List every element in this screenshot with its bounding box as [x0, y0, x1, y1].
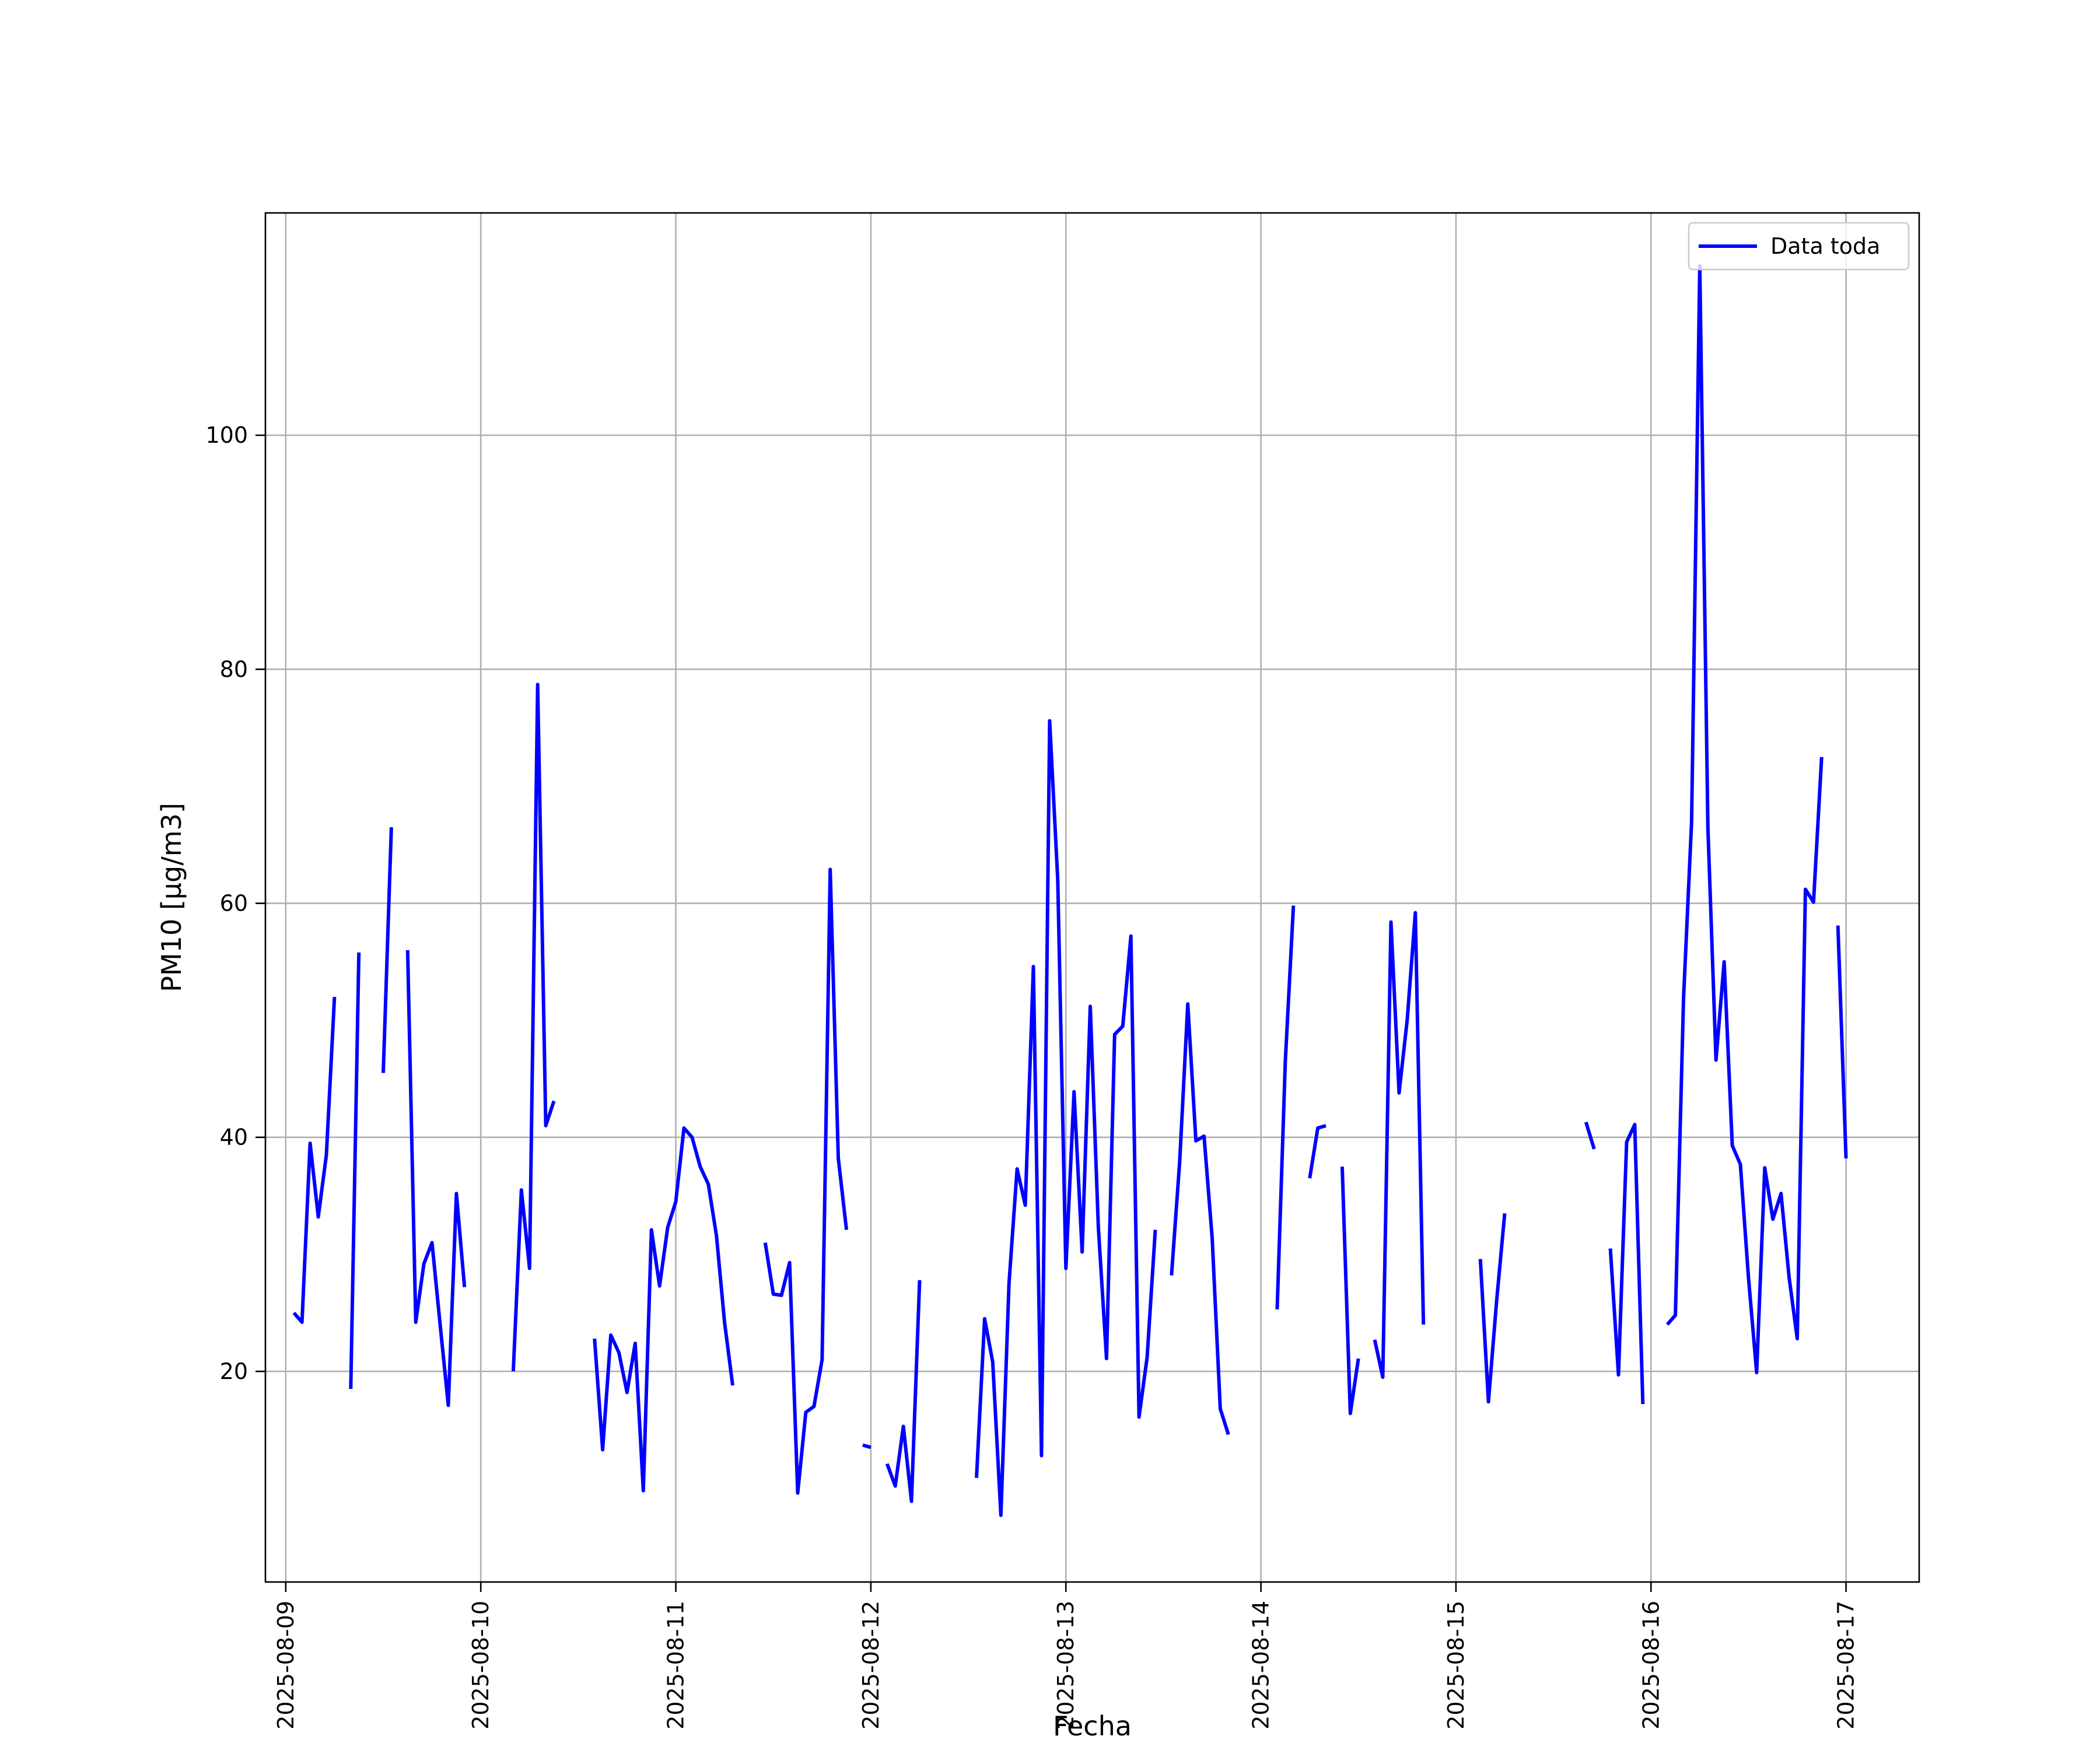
- legend-box: [1688, 222, 1910, 271]
- series-line-segment: [885, 1280, 922, 1503]
- series-line-segment: [1608, 1122, 1645, 1405]
- series-line-segment: [1584, 1121, 1596, 1150]
- x-axis-ticks: 2025-08-09 2025-08-10 2025-08-11 2025-08-12…: [273, 1582, 1859, 1730]
- y-tick-label: 100: [205, 422, 248, 448]
- x-tick-label: 2025-08-11: [663, 1601, 689, 1730]
- x-tick-label: 2025-08-09: [273, 1601, 299, 1730]
- x-tick-label: 2025-08-15: [1443, 1601, 1469, 1730]
- series-line-segment: [1340, 1166, 1360, 1416]
- series-line-segment: [1478, 1213, 1507, 1404]
- y-tick-label: 40: [220, 1125, 248, 1150]
- legend: Data toda: [1688, 222, 1910, 271]
- series-line-segment: [593, 1126, 734, 1493]
- series-line-segment: [975, 719, 1157, 1517]
- series-line-segment: [382, 827, 393, 1073]
- series-line-segment: [511, 682, 556, 1372]
- legend-entry: Data toda: [1770, 233, 1880, 259]
- series-line-segment: [763, 867, 849, 1495]
- x-tick-label: 2025-08-12: [858, 1601, 884, 1730]
- y-axis-label: PM10 [μg/m3]: [156, 803, 187, 992]
- series-line-segment: [405, 950, 467, 1408]
- series-line-segment: [1373, 911, 1426, 1379]
- x-tick-label: 2025-08-17: [1833, 1601, 1859, 1730]
- series-line-segment: [862, 1443, 872, 1450]
- series-line-segment: [1836, 925, 1848, 1158]
- series-line-segment: [1275, 905, 1296, 1310]
- y-tick-label: 20: [220, 1359, 248, 1384]
- x-tick-label: 2025-08-13: [1053, 1601, 1079, 1730]
- y-axis-ticks: 20 40 60 80 100: [205, 422, 265, 1384]
- series-line-segment: [1170, 1002, 1230, 1436]
- y-tick-label: 60: [220, 891, 248, 916]
- series-line-segment: [1665, 264, 1824, 1374]
- x-tick-label: 2025-08-16: [1638, 1601, 1664, 1730]
- x-axis-label: Fecha: [1053, 1710, 1132, 1742]
- series-line-segment: [1308, 1124, 1326, 1179]
- x-tick-label: 2025-08-10: [468, 1601, 494, 1730]
- series-line-segment: [349, 952, 361, 1390]
- data-lines: [292, 264, 1848, 1517]
- plot-frame: [264, 212, 1920, 1583]
- x-tick-label: 2025-08-14: [1248, 1601, 1274, 1730]
- y-tick-label: 80: [220, 656, 248, 682]
- series-line-segment: [292, 996, 337, 1324]
